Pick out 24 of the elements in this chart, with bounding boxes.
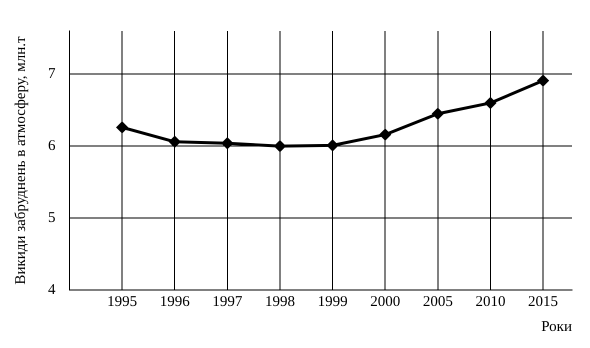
y-tick-label: 7 xyxy=(48,66,56,82)
x-tick-label: 1998 xyxy=(264,294,295,310)
x-tick-label: 1997 xyxy=(212,294,243,310)
x-tick-label: 2005 xyxy=(422,294,453,310)
point xyxy=(432,108,444,120)
x-tick-label: 2010 xyxy=(475,294,506,310)
x-tick-label: 2015 xyxy=(528,294,558,310)
y-tick-label: 6 xyxy=(48,138,56,154)
point xyxy=(327,140,338,151)
x-tick-label: 1996 xyxy=(160,294,190,310)
y-axis-title: Викиди забруднень в атмосферу, млн.т xyxy=(12,36,29,285)
x-tick-label: 2000 xyxy=(370,294,400,310)
x-tick-label: 1995 xyxy=(107,294,138,310)
y-tick-label: 5 xyxy=(48,210,56,226)
point xyxy=(380,129,391,140)
y-tick-label: 4 xyxy=(48,282,56,298)
point xyxy=(116,122,128,133)
point xyxy=(274,140,286,152)
x-axis-title: Роки xyxy=(541,318,572,335)
point xyxy=(484,97,496,108)
point xyxy=(222,138,233,149)
x-tick-label: 1999 xyxy=(318,294,348,310)
point xyxy=(169,136,180,148)
point xyxy=(538,75,549,86)
